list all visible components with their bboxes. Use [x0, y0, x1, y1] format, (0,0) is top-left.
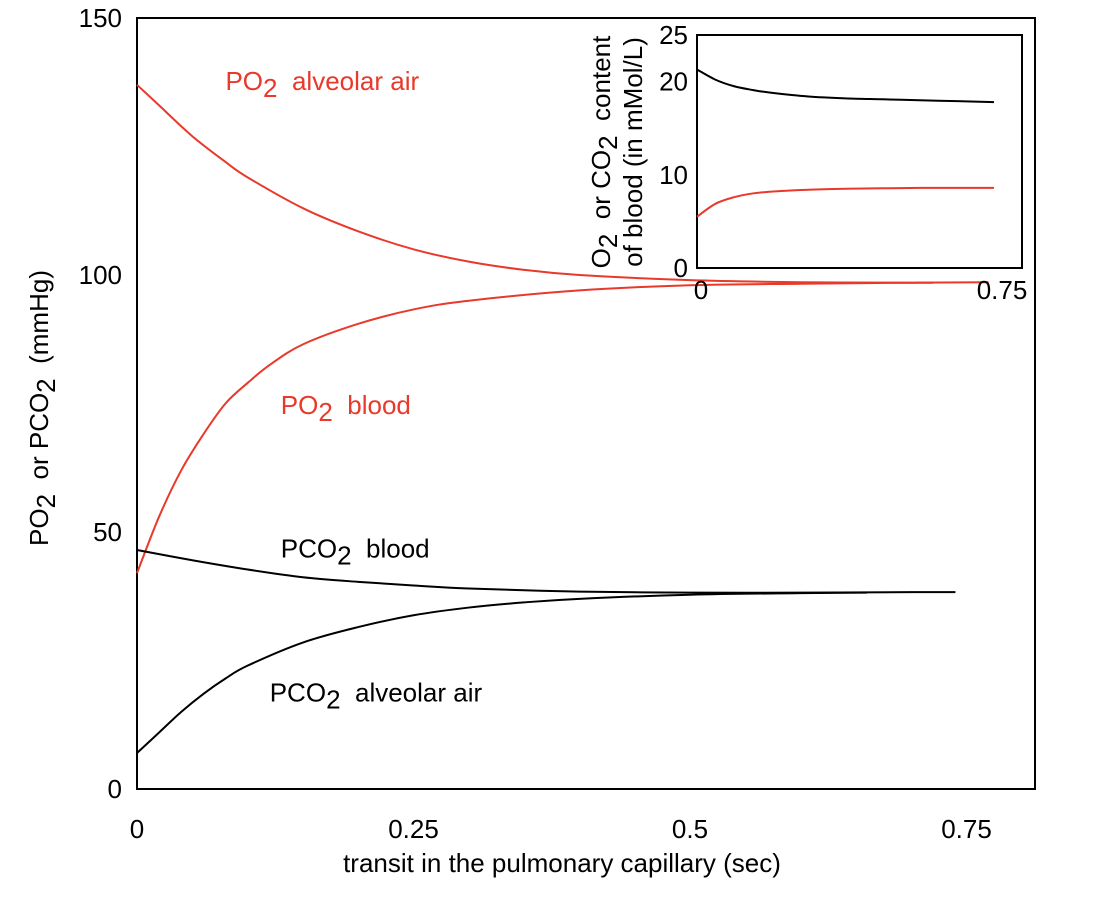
y-axis-title: PO2 or PCO2 (mmHg)	[24, 270, 61, 546]
series-line-pco2-blood	[136, 549, 956, 594]
series-label-po2-blood: PO2 blood	[281, 390, 411, 427]
series-label-pco2-blood: PCO2 blood	[281, 534, 430, 571]
inset-plot-frame	[696, 34, 1023, 269]
series-line-po2-blood	[136, 281, 989, 574]
inset-y-axis-title-line-2: of blood (in mMol/L)	[618, 37, 648, 267]
x-tick-label: 0.5	[672, 814, 708, 844]
main-plot-frame	[136, 17, 1036, 790]
inset-y-tick-label: 0	[674, 253, 688, 283]
x-axis-title: transit in the pulmonary capillary (sec)	[343, 848, 781, 878]
y-tick-label: 0	[108, 774, 122, 804]
inset-x-tick-label: 0.75	[977, 275, 1028, 305]
inset-y-tick-label: 10	[659, 160, 688, 190]
series-line-po2-alveolar-air	[136, 84, 934, 284]
series-line-pco2-alveolar-air	[136, 591, 867, 754]
x-tick-label: 0.25	[388, 814, 439, 844]
inset-series-line-1	[696, 68, 995, 104]
y-tick-label: 150	[79, 3, 122, 33]
series-label-pco2-alveolar-air: PCO2 alveolar air	[270, 678, 483, 715]
y-tick-label: 100	[79, 260, 122, 290]
y-tick-label: 50	[93, 517, 122, 547]
inset-y-axis-title-line-1: O2 or CO2 content	[586, 35, 623, 268]
y-axis-title-group: PO2 or PCO2 (mmHg)	[24, 270, 61, 546]
x-tick-label: 0	[130, 814, 144, 844]
x-tick-label: 0.75	[941, 814, 992, 844]
inset-y-tick-label: 20	[659, 67, 688, 97]
inset-y-axis-title-1: O2 or CO2 content	[586, 35, 623, 268]
inset-x-tick-label: 0	[694, 275, 708, 305]
inset-series-line-2	[696, 186, 994, 218]
series-label-po2-alveolar-air: PO2 alveolar air	[225, 66, 419, 103]
inset-chart: 0 10 20 25 0 0.75 O2 or CO2 content of blood (i…	[586, 20, 1027, 305]
inset-y-tick-label: 25	[659, 20, 688, 50]
inset-y-axis-title-2: of blood (in mMol/L)	[618, 37, 648, 267]
